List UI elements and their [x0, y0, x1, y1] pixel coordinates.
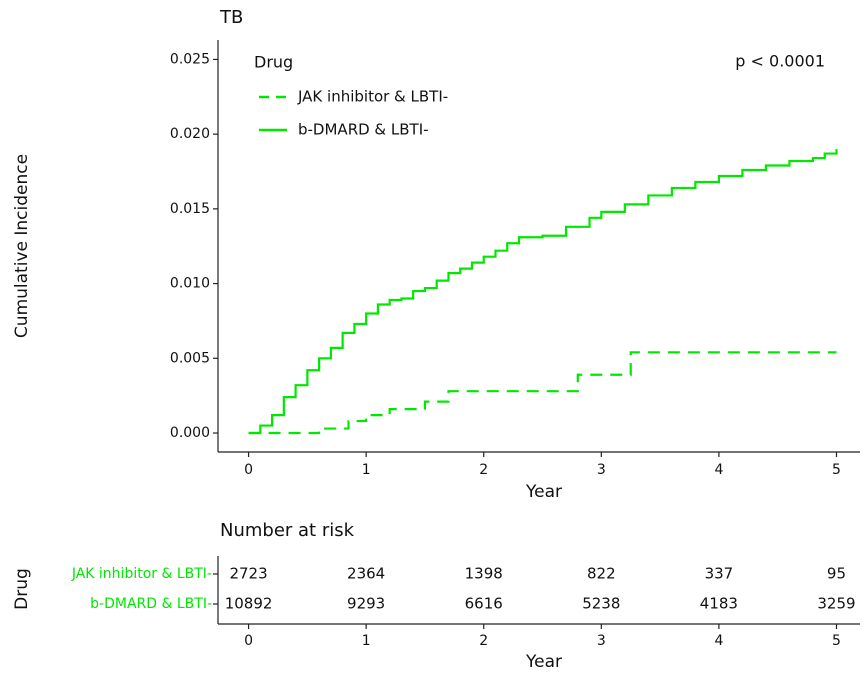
- series-line: [248, 351, 837, 435]
- y-tick-label: 0.010: [170, 276, 210, 292]
- y-axis-label: Cumulative Incidence: [12, 154, 32, 338]
- y-tick-label: 0.020: [170, 126, 210, 142]
- risk-count: 6616: [465, 595, 503, 613]
- x-tick-label: 0: [244, 462, 253, 478]
- x-tick-label: 3: [597, 462, 606, 478]
- risk-count: 4183: [700, 595, 738, 613]
- risk-count: 9293: [347, 595, 385, 613]
- y-tick-label: 0.000: [170, 425, 210, 441]
- chart-title: TB: [219, 7, 243, 28]
- risk-count: 822: [587, 565, 616, 583]
- legend-title: Drug: [254, 53, 293, 72]
- risk-count: 3259: [817, 595, 855, 613]
- y-tick-label: 0.025: [170, 51, 210, 67]
- row-label: b-DMARD & LBTI-: [90, 596, 212, 612]
- x-tick-label: 4: [714, 633, 723, 649]
- risk-count: 5238: [582, 595, 620, 613]
- x-tick-label: 5: [832, 462, 841, 478]
- y-tick-label: 0.015: [170, 201, 210, 217]
- x-axis-label: Year: [525, 652, 562, 672]
- x-tick-label: 2: [479, 633, 488, 649]
- table-title: Number at risk: [220, 520, 355, 541]
- risk-count: 10892: [225, 595, 273, 613]
- legend-label: b-DMARD & LBTI-: [298, 121, 429, 139]
- x-tick-label: 4: [714, 462, 723, 478]
- row-label: JAK inhibitor & LBTI-: [71, 566, 212, 582]
- annotation: p < 0.0001: [735, 52, 825, 71]
- risk-count: 1398: [465, 565, 503, 583]
- x-tick-label: 0: [244, 633, 253, 649]
- risk-count: 2364: [347, 565, 385, 583]
- x-tick-label: 1: [362, 462, 371, 478]
- y-tick-label: 0.005: [170, 350, 210, 366]
- risk-count: 337: [705, 565, 734, 583]
- y-axis-label: Drug: [12, 568, 32, 610]
- x-tick-label: 2: [479, 462, 488, 478]
- x-tick-label: 1: [362, 633, 371, 649]
- x-tick-label: 3: [597, 633, 606, 649]
- risk-count: 95: [827, 565, 846, 583]
- risk-count: 2723: [229, 565, 267, 583]
- legend-label: JAK inhibitor & LBTI-: [297, 88, 448, 106]
- series-line: [248, 149, 838, 435]
- x-tick-label: 5: [832, 633, 841, 649]
- x-axis-label: Year: [525, 482, 562, 502]
